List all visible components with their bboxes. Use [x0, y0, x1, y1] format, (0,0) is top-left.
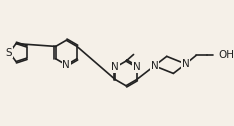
Text: N: N	[111, 62, 119, 72]
Text: N: N	[182, 59, 190, 69]
Text: N: N	[133, 62, 141, 72]
Text: N: N	[62, 60, 70, 70]
Text: N: N	[150, 61, 158, 71]
Text: OH: OH	[218, 50, 234, 60]
Text: S: S	[5, 48, 12, 58]
